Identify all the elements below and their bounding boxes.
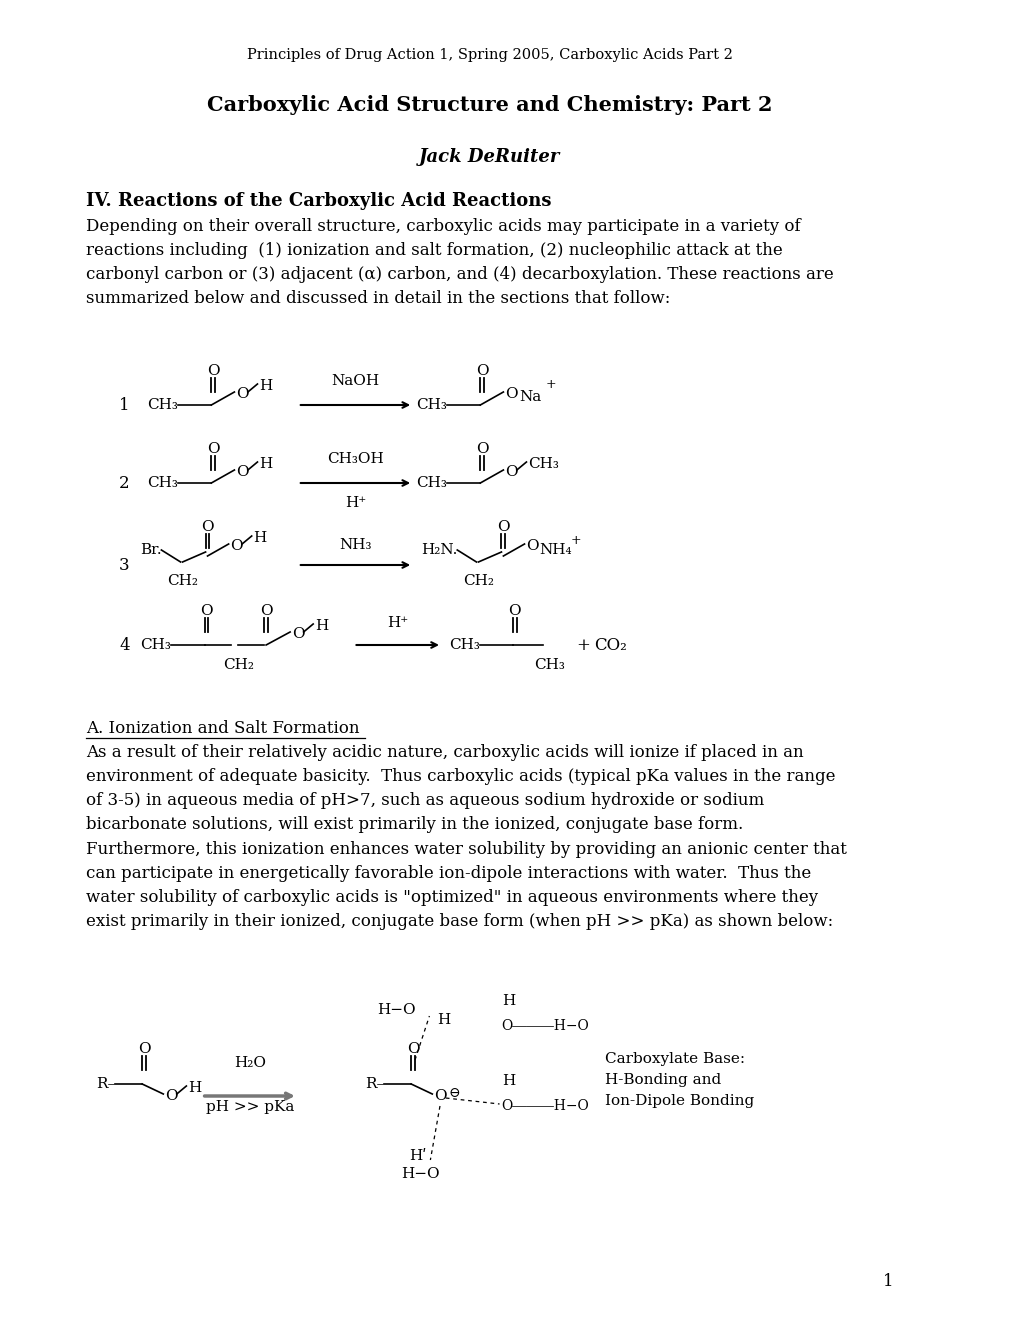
Text: R–: R– — [365, 1077, 384, 1092]
Text: 1: 1 — [881, 1272, 893, 1290]
Text: O: O — [291, 627, 305, 642]
Text: O: O — [434, 1089, 446, 1104]
Text: CO₂: CO₂ — [593, 636, 626, 653]
Text: CH₃: CH₃ — [416, 477, 446, 490]
Text: CH₃OH: CH₃OH — [327, 451, 383, 466]
Text: H: H — [259, 457, 272, 471]
Text: Hʹ: Hʹ — [409, 1148, 426, 1163]
Text: Br.: Br. — [140, 543, 161, 557]
Text: O: O — [476, 442, 488, 455]
Text: CH₃: CH₃ — [534, 657, 565, 672]
Text: CH₃: CH₃ — [147, 399, 177, 412]
Text: 2: 2 — [119, 474, 129, 491]
Text: O: O — [165, 1089, 177, 1104]
Text: +: + — [545, 378, 555, 391]
Text: O: O — [476, 364, 488, 378]
Text: NH₄: NH₄ — [538, 543, 571, 557]
Text: O: O — [201, 520, 214, 535]
Text: H: H — [437, 1012, 450, 1027]
Text: Principles of Drug Action 1, Spring 2005, Carboxylic Acids Part 2: Principles of Drug Action 1, Spring 2005… — [247, 48, 733, 62]
Text: CH₃: CH₃ — [147, 477, 177, 490]
Text: +: + — [570, 533, 581, 546]
Text: O: O — [260, 605, 272, 618]
Text: H: H — [502, 994, 516, 1008]
Text: 1: 1 — [119, 396, 129, 413]
Text: 4: 4 — [119, 636, 129, 653]
Text: O: O — [504, 387, 518, 401]
Text: O: O — [236, 465, 249, 479]
Text: O: O — [200, 605, 213, 618]
Text: H: H — [502, 1074, 516, 1088]
Text: Carboxylate Base:
H-Bonding and
Ion-Dipole Bonding: Carboxylate Base: H-Bonding and Ion-Dipo… — [604, 1052, 754, 1107]
Text: CH₂: CH₂ — [463, 574, 493, 587]
Text: ⊖: ⊖ — [448, 1086, 460, 1100]
Text: O: O — [496, 520, 510, 535]
Text: IV. Reactions of the Carboxylic Acid Reactions: IV. Reactions of the Carboxylic Acid Rea… — [87, 191, 551, 210]
Text: O: O — [504, 465, 518, 479]
Text: R–: R– — [96, 1077, 115, 1092]
Text: CH₂: CH₂ — [222, 657, 254, 672]
Text: H: H — [189, 1081, 202, 1096]
Text: H⁺: H⁺ — [386, 616, 408, 630]
Text: H−O: H−O — [401, 1167, 439, 1181]
Text: H: H — [315, 619, 328, 634]
Text: CH₃: CH₃ — [140, 638, 171, 652]
Text: O―――H−O: O―――H−O — [501, 1100, 589, 1113]
Text: O: O — [526, 539, 538, 553]
Text: pH >> pKa: pH >> pKa — [206, 1100, 293, 1114]
Text: NH₃: NH₃ — [339, 539, 371, 552]
Text: H−O: H−O — [377, 1003, 416, 1016]
Text: O: O — [207, 364, 219, 378]
Text: NaOH: NaOH — [331, 374, 379, 388]
Text: O―――H−O: O―――H−O — [501, 1019, 589, 1034]
Text: CH₃: CH₃ — [449, 638, 480, 652]
Text: Jack DeRuiter: Jack DeRuiter — [419, 148, 560, 166]
Text: A. Ionization and Salt Formation: A. Ionization and Salt Formation — [87, 719, 360, 737]
Text: H: H — [254, 531, 267, 545]
Text: 3: 3 — [119, 557, 129, 573]
Text: Depending on their overall structure, carboxylic acids may participate in a vari: Depending on their overall structure, ca… — [87, 218, 834, 308]
Text: CH₃: CH₃ — [528, 457, 558, 471]
Text: H: H — [259, 379, 272, 393]
Text: O: O — [407, 1041, 419, 1056]
Text: O: O — [207, 442, 219, 455]
Text: Na: Na — [520, 389, 541, 404]
Text: Carboxylic Acid Structure and Chemistry: Part 2: Carboxylic Acid Structure and Chemistry:… — [207, 95, 772, 115]
Text: H₂N.: H₂N. — [421, 543, 457, 557]
Text: O: O — [508, 605, 521, 618]
Text: +: + — [576, 636, 590, 653]
Text: O: O — [138, 1041, 150, 1056]
Text: O: O — [230, 539, 243, 553]
Text: As a result of their relatively acidic nature, carboxylic acids will ionize if p: As a result of their relatively acidic n… — [87, 744, 847, 931]
Text: O: O — [236, 387, 249, 401]
Text: CH₂: CH₂ — [167, 574, 198, 587]
Text: CH₃: CH₃ — [416, 399, 446, 412]
Text: H⁺: H⁺ — [344, 496, 366, 510]
Text: H₂O: H₂O — [233, 1056, 266, 1071]
